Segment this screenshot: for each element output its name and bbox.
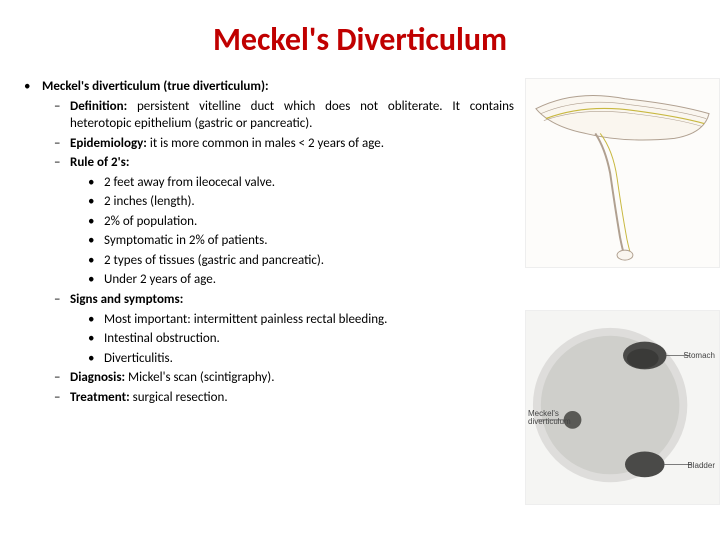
bullet-icon: • (88, 213, 104, 231)
sub-text: 2% of population. (104, 213, 197, 231)
list-item: – Definition: persistent vitelline duct … (54, 98, 514, 133)
list-item: •Intestinal obstruction. (88, 330, 514, 348)
scan-label-bladder: Bladder (687, 461, 715, 470)
item-rest: Mickel's scan (scintigraphy). (125, 370, 274, 385)
dash-icon: – (54, 154, 70, 172)
sub-text: 2 feet away from ileocecal valve. (104, 174, 275, 192)
bullet-icon: • (88, 311, 104, 329)
sub-text: Symptomatic in 2% of patients. (104, 232, 268, 250)
item-rest: it is more common in males < 2 years of … (147, 136, 384, 151)
list-item: •2 feet away from ileocecal valve. (88, 174, 514, 192)
content-body: • Meckel's diverticulum (true diverticul… (24, 78, 514, 408)
list-item: • Meckel's diverticulum (true diverticul… (24, 78, 514, 96)
sub-text: 2 inches (length). (104, 193, 195, 211)
item-lead: Signs and symptoms: (70, 292, 183, 307)
list-item: – Diagnosis: Mickel's scan (scintigraphy… (54, 369, 514, 387)
bullet-icon: • (88, 232, 104, 250)
scan-label-stomach: Stomach (683, 351, 715, 360)
list-item: – Rule of 2's: (54, 154, 514, 172)
bullet-icon: • (88, 252, 104, 270)
dash-icon: – (54, 98, 70, 133)
list-item: •2% of population. (88, 213, 514, 231)
bullet-icon: • (88, 174, 104, 192)
item-lead: Treatment: (70, 390, 130, 405)
dash-icon: – (54, 369, 70, 387)
sub-text: Most important: intermittent painless re… (104, 311, 387, 329)
dash-icon: – (54, 291, 70, 309)
list-item: •Under 2 years of age. (88, 271, 514, 289)
bullet-icon: • (88, 330, 104, 348)
sub-text: Diverticulitis. (104, 350, 173, 368)
list-item: •Symptomatic in 2% of patients. (88, 232, 514, 250)
sub-text: Under 2 years of age. (104, 271, 216, 289)
bullet-icon: • (88, 193, 104, 211)
sub-text: Intestinal obstruction. (104, 330, 220, 348)
item-rest: persistent vitelline duct which does not… (70, 99, 514, 132)
bullet-icon: • (24, 78, 42, 96)
sub-text: 2 types of tissues (gastric and pancreat… (104, 252, 324, 270)
scintigraphy-scan: Stomach Meckel's diverticulum Bladder (525, 310, 720, 505)
list-item: •2 types of tissues (gastric and pancrea… (88, 252, 514, 270)
bullet-icon: • (88, 350, 104, 368)
bullet-icon: • (88, 271, 104, 289)
list-item: •2 inches (length). (88, 193, 514, 211)
list-item: – Epidemiology: it is more common in mal… (54, 135, 514, 153)
item-lead: Definition: (70, 99, 127, 114)
list-item: – Treatment: surgical resection. (54, 389, 514, 407)
list-item: •Diverticulitis. (88, 350, 514, 368)
heading-text: Meckel's diverticulum (true diverticulum… (42, 78, 269, 96)
page-title: Meckel's Diverticulum (0, 0, 720, 71)
item-lead: Epidemiology: (70, 136, 147, 151)
item-rest: surgical resection. (130, 390, 228, 405)
list-item: – Signs and symptoms: (54, 291, 514, 309)
dash-icon: – (54, 135, 70, 153)
scan-label-meckels: Meckel's diverticulum (528, 410, 568, 426)
list-item: •Most important: intermittent painless r… (88, 311, 514, 329)
item-lead: Diagnosis: (70, 370, 125, 385)
dash-icon: – (54, 389, 70, 407)
anatomy-illustration (525, 78, 720, 268)
item-lead: Rule of 2's: (70, 155, 129, 170)
